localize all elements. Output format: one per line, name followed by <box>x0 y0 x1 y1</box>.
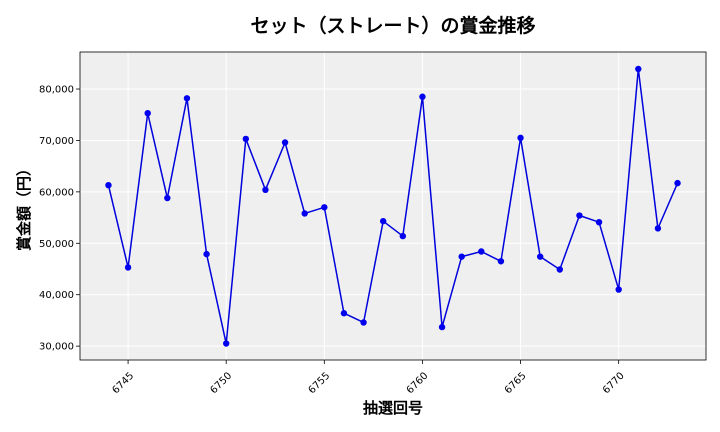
y-tick-label: 40,000 <box>39 290 74 301</box>
data-point <box>654 225 662 232</box>
y-axis-ticks: 30,000 40,000 50,000 60,000 70,000 80,000 <box>39 85 80 353</box>
x-tick-label: 6765 <box>503 370 529 396</box>
data-point <box>281 139 289 146</box>
grid-lines <box>80 52 706 360</box>
x-tick-label: 6750 <box>209 370 235 396</box>
series-group <box>105 65 681 347</box>
x-tick-label: 6745 <box>110 370 136 396</box>
plot-area <box>80 52 706 360</box>
data-point <box>222 340 230 347</box>
y-tick-label: 70,000 <box>39 136 74 147</box>
y-tick-label: 30,000 <box>39 342 74 353</box>
data-point <box>164 194 171 202</box>
y-axis-label: 賞金額（円） <box>15 161 33 251</box>
data-point <box>321 204 328 211</box>
data-point <box>399 232 407 240</box>
data-point <box>576 212 583 219</box>
data-point <box>615 286 622 293</box>
data-point <box>438 323 446 331</box>
data-point <box>301 210 308 217</box>
data-point <box>183 95 191 102</box>
y-tick-label: 50,000 <box>39 239 74 250</box>
x-tick-label: 6755 <box>307 370 333 396</box>
data-point <box>379 217 387 225</box>
data-point <box>124 264 132 271</box>
x-axis-label: 抽選回号 <box>363 399 423 417</box>
data-point <box>595 218 603 226</box>
data-point <box>536 253 544 260</box>
data-point <box>262 186 269 194</box>
data-point <box>556 266 564 273</box>
y-tick-label: 80,000 <box>39 85 74 96</box>
data-point <box>340 310 348 317</box>
data-point <box>458 253 465 260</box>
data-point <box>635 65 642 73</box>
data-point <box>105 181 112 189</box>
x-axis-ticks: 6745 6750 6755 6760 6765 6770 <box>110 360 627 396</box>
x-tick-label: 6760 <box>405 370 431 396</box>
plot-frame <box>79 51 707 361</box>
chart-title: セット（ストレート）の賞金推移 <box>250 14 535 37</box>
data-point <box>242 135 250 143</box>
data-point <box>419 93 426 100</box>
x-tick-label: 6770 <box>601 370 627 396</box>
series-line <box>107 68 679 345</box>
data-point <box>203 250 210 258</box>
data-point <box>144 109 151 117</box>
data-point <box>674 179 681 187</box>
data-point <box>517 134 524 142</box>
data-point <box>497 258 505 265</box>
data-point <box>478 248 485 255</box>
data-point <box>360 319 367 326</box>
y-tick-label: 60,000 <box>39 187 74 198</box>
